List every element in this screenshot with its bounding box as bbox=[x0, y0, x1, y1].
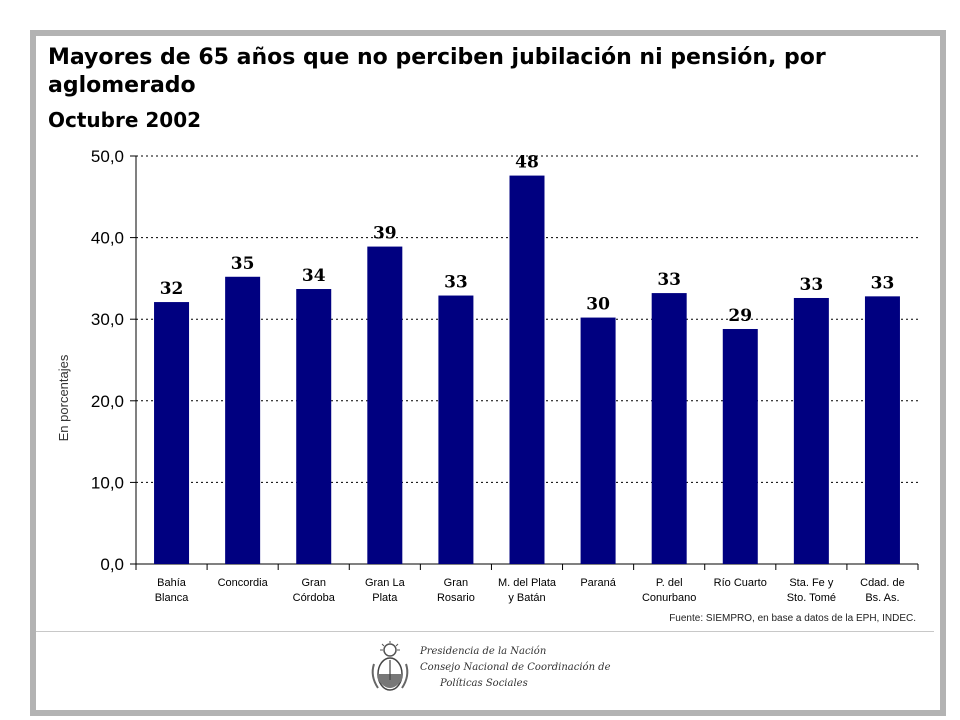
data-label: 35 bbox=[231, 254, 255, 274]
bar bbox=[509, 175, 545, 565]
x-tick-label: y Batán bbox=[508, 592, 545, 604]
data-label: 33 bbox=[800, 275, 824, 295]
data-label: 29 bbox=[728, 306, 752, 326]
footer-line-3: Políticas Sociales bbox=[440, 678, 528, 689]
x-tick-label: Conurbano bbox=[642, 592, 696, 604]
source-note: Fuente: SIEMPRO, en base a datos de la E… bbox=[669, 613, 916, 624]
bar bbox=[793, 297, 829, 564]
bar bbox=[722, 328, 758, 564]
footer-line-2: Consejo Nacional de Coordinación de bbox=[420, 662, 611, 673]
y-tick-label: 50,0 bbox=[91, 147, 124, 166]
bar bbox=[580, 317, 616, 564]
x-tick-label: M. del Plata bbox=[498, 577, 557, 589]
x-tick-label: Rosario bbox=[437, 592, 475, 604]
x-tick-label: Gran bbox=[444, 577, 468, 589]
bar bbox=[864, 296, 900, 564]
data-label: 34 bbox=[302, 266, 326, 286]
x-tick-label: Blanca bbox=[155, 592, 190, 604]
y-tick-label: 20,0 bbox=[91, 392, 124, 411]
x-tick-label: Bahía bbox=[157, 577, 187, 589]
data-label: 39 bbox=[373, 224, 397, 244]
y-tick-label: 30,0 bbox=[91, 310, 124, 329]
x-tick-label: Concordia bbox=[218, 577, 269, 589]
bar bbox=[651, 293, 687, 564]
bar bbox=[367, 246, 403, 565]
bar bbox=[296, 289, 332, 564]
x-tick-label: Sto. Tomé bbox=[787, 592, 836, 604]
y-tick-label: 0,0 bbox=[100, 555, 124, 574]
data-label: 48 bbox=[515, 153, 539, 173]
x-tick-label: Sta. Fe y bbox=[789, 577, 834, 589]
x-tick-label: Paraná bbox=[580, 577, 616, 589]
data-label: 33 bbox=[657, 270, 681, 290]
x-tick-label: Río Cuarto bbox=[714, 577, 767, 589]
x-tick-label: Plata bbox=[372, 592, 398, 604]
coat-of-arms-icon bbox=[371, 641, 409, 691]
x-tick-label: Gran La bbox=[365, 577, 406, 589]
y-tick-label: 10,0 bbox=[91, 473, 124, 492]
bar bbox=[154, 302, 190, 564]
footer-logo: Presidencia de la Nación Consejo Naciona… bbox=[368, 640, 611, 696]
y-tick-label: 40,0 bbox=[91, 229, 124, 248]
x-tick-label: Bs. As. bbox=[865, 592, 899, 604]
data-label: 33 bbox=[444, 273, 468, 293]
data-label: 33 bbox=[871, 273, 895, 293]
chart-title: Mayores de 65 años que no perciben jubil… bbox=[48, 45, 826, 98]
data-label: 30 bbox=[586, 295, 610, 315]
footer-divider bbox=[36, 631, 934, 632]
bar bbox=[438, 295, 474, 564]
x-tick-label: P. del bbox=[656, 577, 683, 589]
x-tick-label: Gran bbox=[301, 577, 325, 589]
footer-line-1: Presidencia de la Nación bbox=[420, 646, 547, 657]
data-label: 32 bbox=[160, 279, 184, 299]
x-tick-label: Cdad. de bbox=[860, 577, 905, 589]
y-axis-label: En porcentajes bbox=[56, 354, 71, 441]
chart-subtitle: Octubre 2002 bbox=[48, 108, 202, 132]
x-tick-label: Córdoba bbox=[293, 592, 336, 604]
bar bbox=[225, 276, 261, 564]
